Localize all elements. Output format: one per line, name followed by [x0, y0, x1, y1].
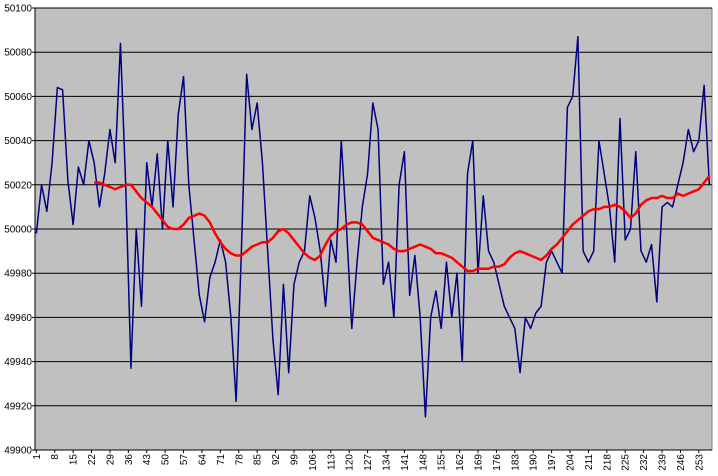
x-tick-label: 218 [602, 454, 613, 471]
x-tick-label: 113 [326, 454, 337, 470]
series-line [94, 175, 711, 273]
x-tick-label: 155 [437, 454, 448, 471]
x-tick-label: 141 [400, 454, 411, 471]
x-tick-label: 99 [289, 454, 300, 466]
x-tick-label: 71 [216, 454, 227, 466]
y-tick-label: 49960 [4, 313, 32, 324]
x-tick-label: 57 [179, 454, 190, 466]
x-tick-label: 134 [381, 454, 392, 471]
x-tick-label: 64 [197, 454, 208, 466]
x-tick-label: 148 [418, 454, 429, 471]
x-tick-label: 176 [492, 454, 503, 471]
x-tick-label: 239 [658, 454, 669, 471]
x-tick-label: 78 [234, 454, 245, 466]
x-tick-label: 211 [584, 454, 595, 470]
y-tick-label: 50100 [4, 4, 32, 15]
x-tick-label: 15 [69, 454, 80, 466]
x-tick-label: 190 [529, 454, 540, 471]
x-tick-label: 43 [142, 454, 153, 466]
y-tick-label: 50020 [4, 180, 32, 191]
y-tick-label: 50080 [4, 48, 32, 59]
x-tick-label: 36 [124, 454, 135, 466]
x-tick-label: 183 [510, 454, 521, 471]
y-tick-label: 49900 [4, 446, 32, 457]
y-tick-label: 49920 [4, 401, 32, 412]
x-tick-label: 8 [50, 454, 61, 460]
x-tick-label: 253 [694, 454, 705, 471]
x-tick-label: 232 [639, 454, 650, 471]
x-tick-label: 92 [271, 454, 282, 466]
x-tick-label: 29 [105, 454, 116, 466]
x-tick-label: 1 [32, 454, 43, 460]
y-tick-label: 49980 [4, 269, 32, 280]
x-tick-label: 169 [474, 454, 485, 471]
y-tick-label: 50060 [4, 92, 32, 103]
x-tick-label: 120 [345, 454, 356, 471]
x-tick-label: 127 [363, 454, 374, 471]
series-line [35, 35, 711, 418]
y-tick-label: 49940 [4, 357, 32, 368]
x-tick-label: 162 [455, 454, 466, 471]
x-tick-label: 22 [87, 454, 98, 466]
y-tick-label: 50000 [4, 225, 32, 236]
x-tick-label: 225 [621, 454, 632, 471]
x-tick-label: 50 [161, 454, 172, 466]
x-tick-label: 204 [566, 454, 577, 471]
x-tick-label: 246 [676, 454, 687, 471]
y-tick-label: 50040 [4, 136, 32, 147]
x-tick-label: 85 [253, 454, 264, 466]
x-tick-label: 197 [547, 454, 558, 471]
x-tick-label: 106 [308, 454, 319, 471]
